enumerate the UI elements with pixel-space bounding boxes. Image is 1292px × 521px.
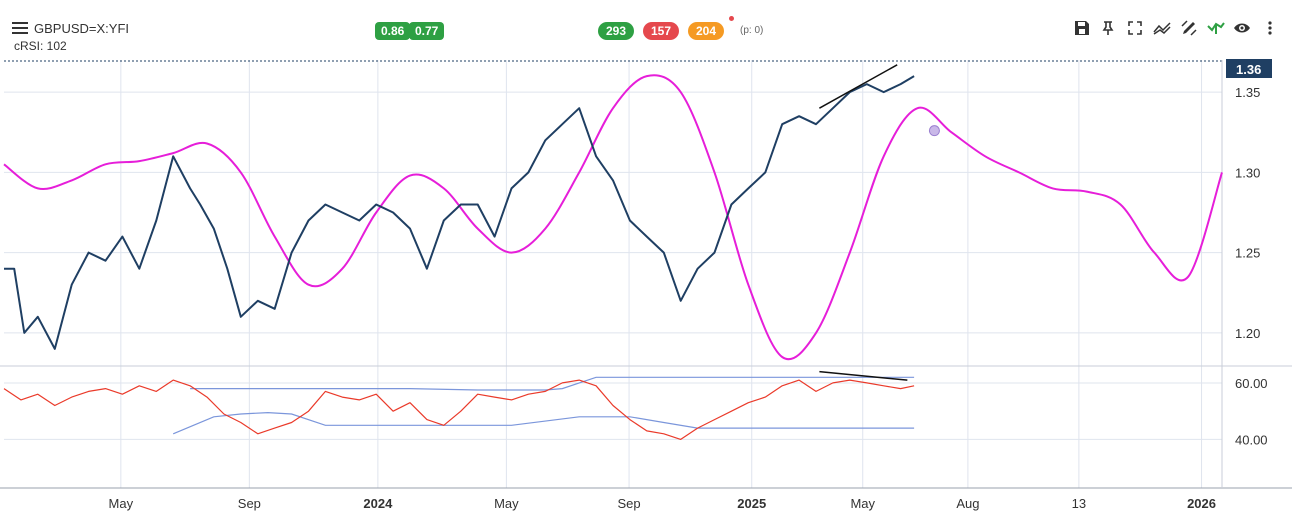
rsi-lower-band xyxy=(172,411,915,435)
x-tick-label: Sep xyxy=(617,496,640,511)
badge-correlation-1: 0.86 xyxy=(375,22,411,40)
badge-count-green: 293 xyxy=(598,22,635,40)
eye-icon[interactable] xyxy=(1233,20,1251,38)
y-tick-label: 1.25 xyxy=(1235,246,1260,261)
y-tick-label: 1.30 xyxy=(1235,165,1260,180)
signal-icon[interactable] xyxy=(1207,20,1225,38)
price-panel xyxy=(3,64,1223,361)
x-tick-label: Aug xyxy=(956,496,979,511)
badge-count-red: 157 xyxy=(643,22,680,40)
grid-layer xyxy=(0,60,1292,489)
projection-marker xyxy=(928,125,940,137)
last-price-label: 1.36 xyxy=(1236,62,1261,77)
pin-icon[interactable] xyxy=(1099,20,1117,38)
x-tick-label: May xyxy=(850,496,875,511)
x-tick-label: May xyxy=(109,496,134,511)
alert-dot xyxy=(729,16,734,21)
rsi-upper-band xyxy=(190,376,915,391)
x-tick-label: 13 xyxy=(1072,496,1086,511)
p-label: (p: 0) xyxy=(740,25,764,36)
y-tick-label: 1.35 xyxy=(1235,85,1260,100)
menu-icon[interactable] xyxy=(12,22,28,34)
x-tick-label: Sep xyxy=(238,496,261,511)
more-icon[interactable] xyxy=(1261,20,1279,38)
draw-icon[interactable] xyxy=(1180,20,1198,38)
fullscreen-icon[interactable] xyxy=(1126,20,1144,38)
indicator-label: cRSI: 102 xyxy=(14,39,67,53)
rsi-tick-label: 60.00 xyxy=(1235,376,1268,391)
rsi-panel xyxy=(3,370,915,440)
rsi-tick-label: 40.00 xyxy=(1235,432,1268,447)
x-tick-label: 2024 xyxy=(363,496,393,511)
divergence-trendline-rsi xyxy=(819,370,908,381)
x-tick-label: 2025 xyxy=(737,496,766,511)
y-tick-label: 1.20 xyxy=(1235,326,1260,341)
x-tick-label: 2026 xyxy=(1187,496,1216,511)
badge-correlation-2: 0.77 xyxy=(409,22,445,40)
trend-icon[interactable] xyxy=(1153,20,1171,38)
symbol-title: GBPUSD=X:YFI xyxy=(34,21,129,36)
last-price-badge xyxy=(1226,59,1272,78)
cycle-series-line xyxy=(3,74,1223,361)
x-tick-label: May xyxy=(494,496,519,511)
axis-layer: 1.35 1.30 1.25 1.20 60.00 40.00 1.36 May Sep 2024… xyxy=(109,59,1272,511)
save-icon[interactable] xyxy=(1073,20,1091,38)
price-series-line xyxy=(4,75,915,350)
divergence-trendline-price xyxy=(819,64,898,109)
rsi-series-line xyxy=(3,379,915,440)
badge-count-orange: 204 xyxy=(688,22,725,40)
